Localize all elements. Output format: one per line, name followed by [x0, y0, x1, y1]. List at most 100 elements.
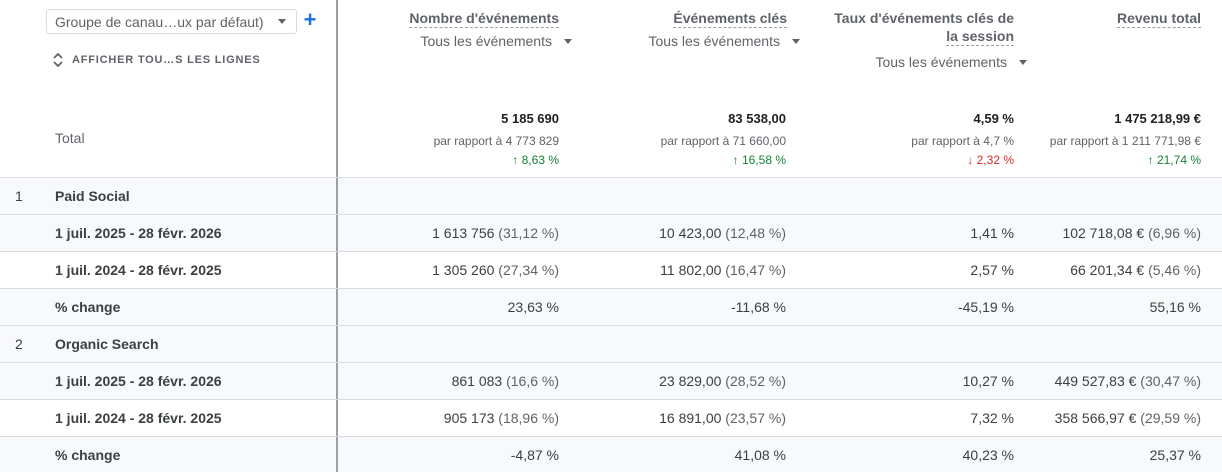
row-cell: 1,41 % [970, 225, 1014, 241]
cell-value: 358 566,97 € [1054, 410, 1137, 426]
table-row[interactable]: 1 juil. 2025 - 28 févr. 2026 1 613 756 (3… [0, 214, 1222, 251]
cell-value: 25,37 % [1149, 447, 1201, 463]
row-cell: 16 891,00 (23,57 %) [659, 410, 786, 426]
row-cell: 41,08 % [735, 447, 786, 463]
row-cell: 25,37 % [1150, 447, 1201, 463]
cell-value: 23,63 % [507, 299, 559, 315]
metric-filter-label: Tous les événements [875, 54, 1007, 70]
total-revenue: 1 475 218,99 € par rapport à 1 211 771,9… [1001, 111, 1201, 167]
total-value: 4,59 % [973, 111, 1014, 126]
table-row[interactable]: 1 juil. 2025 - 28 févr. 2026 861 083 (16,… [0, 362, 1222, 399]
row-label: % change [55, 447, 121, 463]
metric-filter-label: Tous les événements [420, 33, 552, 49]
cell-value: 1 613 756 [432, 225, 495, 241]
cell-value: 905 173 [443, 410, 495, 426]
cell-share: (5,46 %) [1148, 262, 1201, 278]
dimension-select[interactable]: Groupe de canau…ux par défaut) [46, 9, 297, 34]
cell-value: 41,08 % [734, 447, 786, 463]
row-cell: 2,57 % [970, 262, 1014, 278]
row-index: 1 [15, 188, 23, 204]
table-row[interactable]: 1 juil. 2024 - 28 févr. 2025 905 173 (18,… [0, 399, 1222, 436]
metric-header-session-key-event-rate[interactable]: Taux d'événements clés de la session Tou… [794, 10, 1027, 70]
cell-value: -45,19 % [957, 299, 1014, 315]
cell-share: (27,34 %) [498, 262, 559, 278]
cell-value: 102 718,08 € [1062, 225, 1145, 241]
group-row[interactable]: 2 Organic Search [0, 325, 1222, 362]
metric-header-event-count[interactable]: Nombre d'événements Tous les événements [339, 10, 572, 49]
metric-title-line2[interactable]: la session [946, 28, 1014, 46]
row-cell: -45,19 % [958, 299, 1014, 315]
metric-title[interactable]: Nombre d'événements [409, 10, 559, 28]
metric-title[interactable]: Revenu total [1116, 10, 1201, 28]
row-label: 1 juil. 2024 - 28 févr. 2025 [55, 262, 222, 278]
row-cell: 1 305 260 (27,34 %) [432, 262, 559, 278]
metric-filter-select[interactable]: Tous les événements [339, 33, 584, 49]
cell-share: (18,96 %) [498, 410, 559, 426]
column-divider [336, 252, 338, 288]
row-cell: 40,23 % [963, 447, 1014, 463]
total-comparison: par rapport à 71 660,00 [660, 134, 786, 148]
cell-value: 1,41 % [970, 225, 1014, 241]
row-cell: -4,87 % [511, 447, 559, 463]
cell-value: 66 201,34 € [1070, 262, 1145, 278]
row-cell: 66 201,34 € (5,46 %) [1070, 262, 1201, 278]
group-row[interactable]: 1 Paid Social [0, 177, 1222, 214]
row-cell: 23 829,00 (28,52 %) [659, 373, 786, 389]
row-label: 1 juil. 2025 - 28 févr. 2026 [55, 225, 222, 241]
cell-value: 10,27 % [962, 373, 1014, 389]
column-divider [336, 400, 338, 436]
cell-share: (6,96 %) [1148, 225, 1201, 241]
total-delta: ↑ 8,63 % [512, 153, 559, 167]
metric-filter-select[interactable]: Tous les événements [794, 54, 1039, 70]
cell-share: (16,6 %) [506, 373, 559, 389]
dropdown-caret-icon [564, 38, 572, 44]
cell-value: 2,57 % [970, 262, 1014, 278]
cell-share: (23,57 %) [725, 410, 786, 426]
column-divider [336, 363, 338, 399]
column-divider [336, 326, 338, 362]
cell-share: (30,47 %) [1140, 373, 1201, 389]
cell-value: 11 802,00 [660, 262, 722, 278]
metric-header-key-events[interactable]: Événements clés Tous les événements [567, 10, 800, 49]
total-comparison: par rapport à 4,7 % [911, 134, 1014, 148]
expand-collapse-icon [53, 52, 63, 68]
total-delta: ↓ 2,32 % [967, 153, 1014, 167]
table-row[interactable]: 1 juil. 2024 - 28 févr. 2025 1 305 260 (2… [0, 251, 1222, 288]
dropdown-caret-icon [792, 38, 800, 44]
cell-value: 23 829,00 [659, 373, 722, 389]
row-cell: 905 173 (18,96 %) [444, 410, 559, 426]
add-dimension-button[interactable]: + [300, 8, 320, 34]
cell-value: 55,16 % [1149, 299, 1201, 315]
row-cell: 861 083 (16,6 %) [452, 373, 559, 389]
row-label: 1 juil. 2024 - 28 févr. 2025 [55, 410, 222, 426]
cell-share: (28,52 %) [725, 373, 786, 389]
row-cell: 7,32 % [970, 410, 1014, 426]
cell-value: 40,23 % [962, 447, 1014, 463]
total-comparison: par rapport à 1 211 771,98 € [1049, 134, 1201, 148]
dropdown-caret-icon [1019, 59, 1027, 65]
cell-value: 10 423,00 [659, 225, 722, 241]
metric-title[interactable]: Taux d'événements clés de [834, 10, 1014, 26]
column-divider [336, 289, 338, 325]
row-cell: -11,68 % [731, 299, 786, 315]
total-value: 1 475 218,99 € [1114, 111, 1201, 126]
total-value: 5 185 690 [501, 111, 559, 126]
row-cell: 358 566,97 € (29,59 %) [1055, 410, 1201, 426]
total-key-events: 83 538,00 par rapport à 71 660,00 ↑ 16,5… [566, 111, 786, 167]
metric-filter-select[interactable]: Tous les événements [567, 33, 812, 49]
cell-value: 7,32 % [970, 410, 1014, 426]
total-delta: ↑ 16,58 % [732, 153, 786, 167]
row-index: 2 [15, 336, 23, 352]
table-row[interactable]: % change -4,87 % 41,08 % 40,23 % 25,37 % [0, 436, 1222, 472]
cell-share: (29,59 %) [1140, 410, 1201, 426]
table-row[interactable]: % change 23,63 % -11,68 % -45,19 % 55,16 % [0, 288, 1222, 325]
metric-header-total-revenue[interactable]: Revenu total [1021, 10, 1201, 28]
metric-filter-label: Tous les événements [648, 33, 780, 49]
total-session-key-event-rate: 4,59 % par rapport à 4,7 % ↓ 2,32 % [794, 111, 1014, 167]
cell-share: (12,48 %) [725, 225, 786, 241]
metric-title[interactable]: Événements clés [673, 10, 787, 28]
row-cell: 449 527,83 € (30,47 %) [1055, 373, 1201, 389]
show-all-rows-button[interactable]: AFFICHER TOU…S LES LIGNES [52, 51, 260, 69]
column-divider [336, 215, 338, 251]
